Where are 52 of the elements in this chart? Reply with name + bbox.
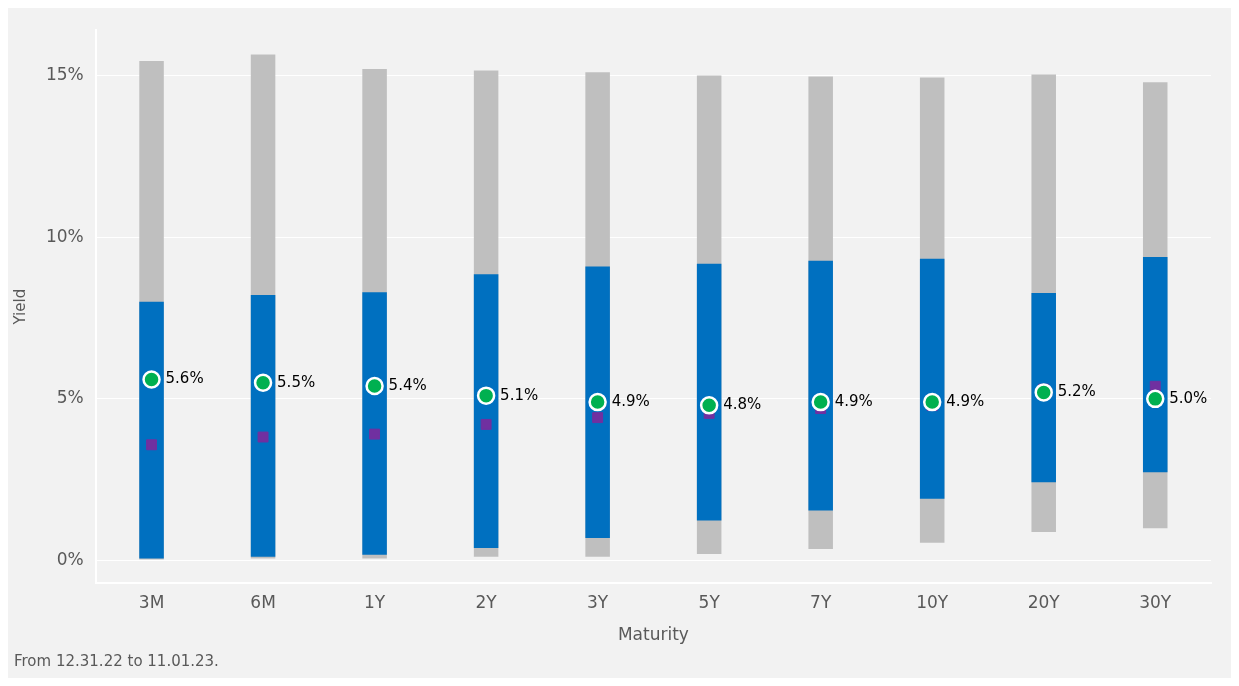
point: [369, 428, 381, 440]
x-tick-label: 7Y: [810, 591, 832, 612]
y-axis-title: Yield: [10, 288, 29, 326]
y-tick-label: 10%: [45, 225, 84, 246]
point: [1034, 383, 1053, 402]
x-tick-label: 10Y: [916, 591, 949, 612]
y-tick-label: 15%: [45, 63, 84, 84]
y-tick-label: 0%: [56, 548, 84, 569]
data-label: 4.8%: [723, 395, 762, 414]
x-tick-label: 30Y: [1139, 591, 1172, 612]
x-tick-label: 1Y: [363, 591, 386, 612]
bar: [808, 260, 833, 511]
x-tick-label: 5Y: [698, 591, 721, 612]
bar: [1142, 256, 1168, 473]
bar: [585, 266, 610, 538]
point: [257, 431, 269, 443]
x-axis-title: Maturity: [617, 624, 689, 645]
bar: [473, 274, 499, 548]
x-tick-label: 20Y: [1027, 591, 1061, 612]
point: [1145, 389, 1165, 409]
point: [811, 392, 830, 412]
data-label: 4.9%: [946, 391, 985, 410]
point: [480, 418, 492, 430]
y-tick-label: 5%: [56, 387, 84, 408]
text: From 12.31.22 to 11.01.23.: [13, 651, 220, 672]
point: [253, 373, 273, 392]
bar: [362, 292, 387, 555]
point: [592, 412, 604, 424]
point: [588, 392, 607, 412]
x-tick-label: 3Y: [587, 591, 609, 612]
bar: [139, 301, 164, 559]
data-label: 5.6%: [165, 369, 204, 388]
x-tick-label: 2Y: [475, 591, 498, 612]
bar: [250, 295, 276, 557]
point: [476, 386, 496, 405]
data-label: 4.9%: [834, 391, 873, 410]
x-tick-label: 3M: [138, 591, 165, 612]
x-tick-label: 6M: [250, 591, 276, 612]
point: [922, 392, 942, 412]
data-label: 5.2%: [1057, 382, 1096, 401]
point: [146, 439, 157, 451]
bar: [1031, 293, 1056, 483]
data-label: 5.0%: [1169, 388, 1208, 407]
bar: [919, 258, 945, 499]
point: [142, 370, 161, 389]
data-label: 5.4%: [388, 375, 427, 394]
data-label: 5.1%: [500, 385, 539, 404]
bar: [696, 263, 722, 521]
point: [699, 396, 719, 415]
data-label: 4.9%: [611, 391, 650, 410]
point: [365, 376, 384, 396]
data-label: 5.5%: [277, 372, 316, 391]
